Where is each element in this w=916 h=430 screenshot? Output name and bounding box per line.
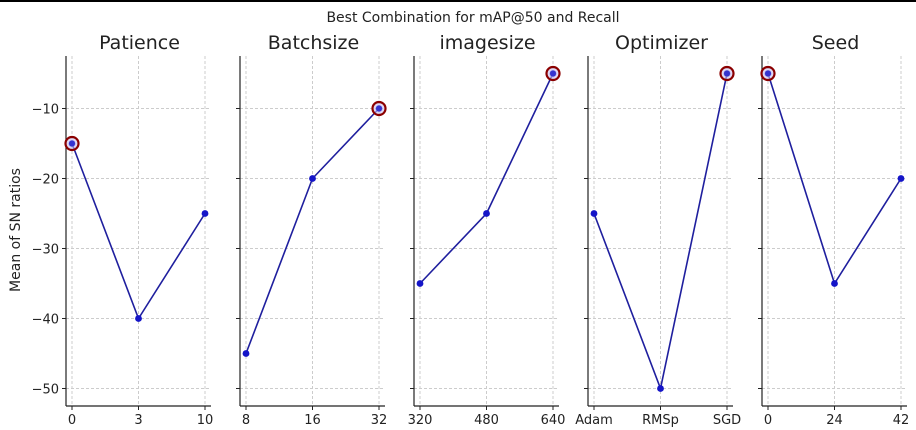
data-point — [897, 175, 905, 182]
panel-title: Patience — [99, 32, 180, 54]
x-tick-label: 24 — [826, 413, 843, 428]
x-tick-label: 8 — [242, 413, 250, 428]
data-point — [590, 210, 598, 217]
x-tick-label: 320 — [408, 413, 433, 428]
data-point — [135, 315, 142, 322]
panel-patience: −10 −20 −30 −40 −50 0 3 10 Patience — [32, 32, 214, 428]
data-point — [416, 280, 424, 287]
panels-group: −10 −20 −30 −40 −50 0 3 10 Patience 8 16 32 Batchsiz… — [32, 32, 910, 428]
y-tick-label: −50 — [32, 383, 59, 398]
y-tick-label: −20 — [32, 173, 59, 188]
x-tick-label: Adam — [575, 413, 613, 428]
x-tick-label: RMSp — [642, 413, 679, 428]
y-tick-label: −30 — [32, 243, 59, 258]
data-point — [483, 210, 490, 217]
panel-optimizer: Adam RMSp SGD Optimizer — [575, 32, 741, 428]
panel-seed: 0 24 42 Seed — [758, 32, 909, 428]
y-axis-label: Mean of SN ratios — [8, 168, 24, 292]
x-tick-label: 3 — [134, 413, 142, 428]
x-tick-label: 32 — [371, 413, 388, 428]
x-tick-label: 0 — [764, 413, 772, 428]
data-point — [201, 210, 209, 217]
panel-title: Optimizer — [615, 32, 708, 54]
best-level-point — [765, 70, 771, 77]
x-tick-label: 16 — [304, 413, 321, 428]
x-tick-label: 480 — [474, 413, 499, 428]
y-tick-label: −10 — [32, 103, 59, 118]
x-tick-label: 42 — [893, 413, 910, 428]
data-point — [309, 175, 316, 182]
panel-imagesize: 320 480 640 imagesize — [408, 32, 566, 428]
panel-batchsize: 8 16 32 Batchsize — [236, 32, 387, 428]
panel-title: Batchsize — [268, 32, 359, 54]
best-level-point — [69, 140, 75, 147]
data-point — [242, 350, 250, 357]
y-tick-label: −40 — [32, 313, 59, 328]
x-tick-label: 10 — [197, 413, 214, 428]
x-tick-label: SGD — [713, 413, 741, 428]
data-point — [831, 280, 838, 287]
best-level-point — [550, 70, 556, 77]
panel-title: imagesize — [439, 32, 535, 54]
x-tick-label: 640 — [541, 413, 566, 428]
best-level-point — [724, 70, 730, 77]
panel-title: Seed — [812, 32, 860, 54]
top-border — [0, 0, 916, 2]
chart-title: Best Combination for mAP@50 and Recall — [326, 10, 619, 26]
best-level-point — [376, 105, 382, 112]
data-point — [657, 385, 664, 392]
x-tick-label: 0 — [68, 413, 76, 428]
